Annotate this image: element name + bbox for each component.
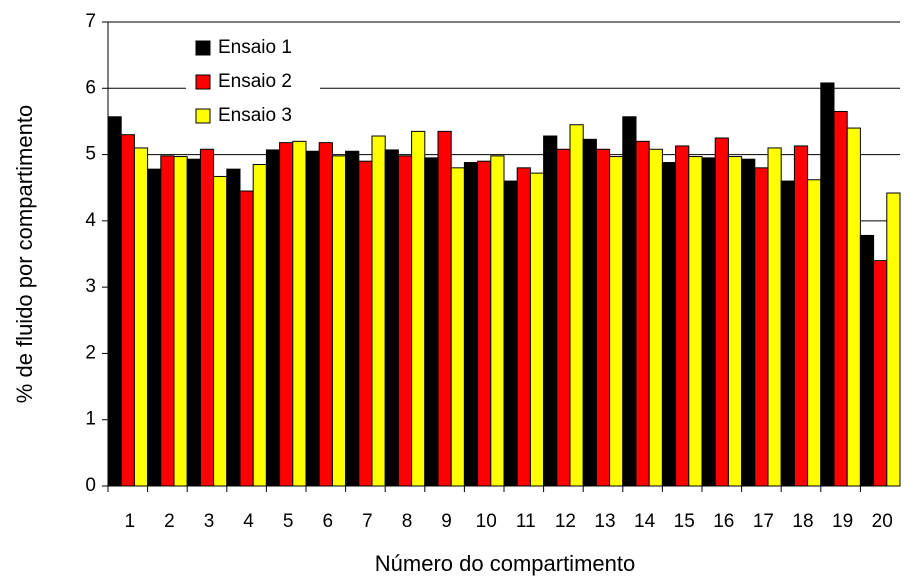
legend-swatch (195, 108, 211, 124)
bar (358, 160, 373, 487)
bar (820, 82, 835, 487)
y-axis-title: % de fluido por compartimento (12, 105, 37, 403)
legend-label: Ensaio 1 (218, 37, 292, 58)
x-tick-label: 9 (441, 511, 452, 532)
x-tick-label: 11 (516, 511, 536, 532)
bar (186, 158, 201, 487)
bar (688, 156, 703, 487)
bar (107, 116, 122, 487)
bar (780, 180, 795, 487)
bar (133, 147, 149, 487)
bar (846, 127, 861, 487)
bar (292, 140, 307, 487)
bar (226, 168, 241, 487)
y-tick-label: 1 (85, 409, 96, 430)
x-tick-label: 10 (476, 511, 497, 532)
bar (147, 168, 162, 487)
bar (556, 148, 571, 487)
x-tick-label: 17 (753, 511, 774, 532)
bar (160, 155, 175, 487)
y-tick-label: 4 (85, 210, 96, 231)
bar (199, 148, 215, 487)
bar (859, 234, 875, 487)
x-tick-label: 16 (713, 511, 734, 532)
bar (516, 167, 531, 487)
bar (477, 160, 492, 487)
y-tick-label: 6 (85, 77, 96, 98)
x-tick-label: 4 (243, 511, 254, 532)
bar (305, 150, 320, 487)
x-axis-title: Número do compartimento (375, 551, 635, 576)
x-tick-label: 6 (323, 511, 334, 532)
bar (595, 148, 611, 487)
bar (503, 180, 518, 487)
bar (569, 124, 584, 487)
bar (437, 130, 452, 487)
bar (886, 192, 901, 487)
bar (239, 190, 254, 487)
bar (701, 157, 716, 487)
bar (331, 155, 347, 487)
bar (252, 164, 267, 487)
bar (793, 145, 809, 487)
bar (490, 155, 505, 487)
bar (754, 167, 769, 487)
bar (767, 147, 782, 487)
bar (873, 260, 888, 487)
legend-swatch (195, 40, 211, 56)
x-tick-label: 7 (362, 511, 373, 532)
bar (648, 148, 663, 487)
bar (411, 130, 426, 487)
bar (675, 145, 690, 487)
legend-label: Ensaio 2 (218, 71, 292, 92)
bar (397, 155, 413, 487)
bar (635, 140, 650, 487)
bar (741, 158, 756, 487)
bar (213, 175, 228, 487)
bar (714, 137, 729, 487)
x-tick-label: 20 (872, 511, 893, 532)
bar (345, 150, 360, 487)
bar (727, 156, 743, 487)
bar (318, 142, 333, 487)
bar (807, 179, 822, 487)
x-tick-label: 2 (164, 511, 175, 532)
x-tick-label: 15 (674, 511, 695, 532)
bar (450, 167, 465, 487)
bar (424, 157, 439, 487)
x-tick-label: 8 (402, 511, 413, 532)
bar (661, 162, 677, 487)
bar (384, 149, 399, 487)
bar (833, 110, 848, 487)
x-tick-label: 12 (555, 511, 576, 532)
bar (371, 135, 386, 487)
x-tick-label: 5 (283, 511, 294, 532)
bar (173, 156, 188, 487)
y-tick-label: 7 (85, 11, 96, 32)
legend-label: Ensaio 3 (218, 105, 292, 126)
bar (582, 138, 597, 487)
x-tick-label: 1 (125, 511, 136, 532)
bar (622, 116, 637, 487)
x-tick-label: 14 (634, 511, 656, 532)
x-tick-label: 19 (832, 511, 853, 532)
x-tick-label: 18 (792, 511, 813, 532)
y-tick-label: 0 (85, 475, 96, 496)
bar (529, 172, 545, 487)
legend-swatch (195, 74, 211, 90)
y-tick-label: 5 (85, 144, 96, 165)
bar (543, 135, 558, 487)
bar (265, 149, 281, 487)
x-tick-label: 13 (594, 511, 615, 532)
bar (120, 134, 135, 487)
y-tick-label: 3 (85, 276, 96, 297)
bar (609, 156, 624, 487)
y-tick-label: 2 (85, 342, 96, 363)
bar (279, 142, 294, 487)
x-tick-label: 3 (204, 511, 215, 532)
bar (463, 162, 479, 487)
